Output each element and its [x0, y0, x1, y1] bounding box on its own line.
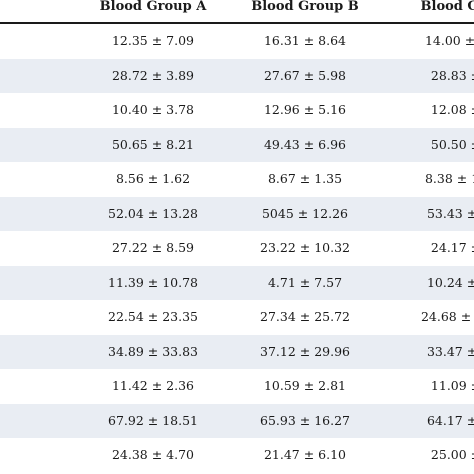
table-cell: 8.67 ± 1.35 [267, 171, 343, 186]
table-cell: 4.71 ± 7.57 [267, 274, 343, 290]
table-cell: 49.43 ± 6.96 [263, 136, 347, 152]
table-row: 52.04 ± 13.28 5045 ± 12.26 53.43 ± 12 [0, 196, 474, 231]
table-cell: 34.89 ± 33.83 [108, 343, 198, 359]
table-row: 12.35 ± 7.09 16.31 ± 8.64 14.00 ± 5.8 [0, 24, 474, 59]
table-cell: 24.68 ± 26.3 [420, 309, 474, 324]
table-row: 22.54 ± 23.35 27.34 ± 25.72 24.68 ± 26.3 [0, 300, 474, 335]
table-cell: 27.67 ± 5.98 [263, 67, 347, 83]
table-cell: 8.56 ± 1.62 [115, 171, 191, 186]
table-cell: 28.72 ± 3.89 [111, 67, 195, 83]
table-row: 67.92 ± 18.51 65.93 ± 16.27 64.17 ± 18 [0, 403, 474, 438]
table-row: 11.39 ± 10.78 4.71 ± 7.57 10.24 ± 10 [0, 265, 474, 300]
table-cell: 28.83 ± 3 [430, 67, 474, 83]
table-cell: 10.59 ± 2.81 [263, 378, 347, 393]
table-cell: 53.43 ± 12 [426, 205, 474, 221]
table-row: 10.40 ± 3.78 12.96 ± 5.16 12.08 ± 4 [0, 93, 474, 128]
header-rule [0, 22, 474, 24]
header-blood-group-a: Blood Group A [99, 0, 207, 14]
table-cell: 12.96 ± 5.16 [263, 102, 347, 117]
table-cell: 25.00 ± 5 [430, 447, 474, 462]
table-cell: 27.34 ± 25.72 [260, 309, 350, 324]
table-cell: 33.47 ± 32 [426, 343, 474, 359]
table-cell: 23.22 ± 10.32 [260, 240, 350, 255]
table-row: 8.56 ± 1.62 8.67 ± 1.35 8.38 ± 1.37 [0, 162, 474, 197]
table-row: 50.65 ± 8.21 49.43 ± 6.96 50.50 ± 7 [0, 127, 474, 162]
table-cell: 67.92 ± 18.51 [108, 412, 198, 428]
table-cell: 50.50 ± 7 [430, 136, 474, 152]
table-cell: 64.17 ± 18 [426, 412, 474, 428]
table-cell: 37.12 ± 29.96 [260, 343, 350, 359]
table-cell: 12.35 ± 7.09 [111, 33, 195, 48]
table-cell: 24.17 ± 8 [430, 240, 474, 255]
table-cell: 50.65 ± 8.21 [111, 136, 195, 152]
table-body: 12.35 ± 7.09 16.31 ± 8.64 14.00 ± 5.8 28.72… [0, 24, 474, 473]
table-cell: 27.22 ± 8.59 [111, 240, 195, 255]
table-cell: 11.42 ± 2.36 [111, 378, 195, 393]
table-cell: 8.38 ± 1.37 [424, 171, 474, 186]
table-row: 27.22 ± 8.59 23.22 ± 10.32 24.17 ± 8 [0, 231, 474, 266]
table-header: Blood Group A Blood Group B Blood Grou [0, 0, 474, 22]
table-cell: 12.08 ± 4 [430, 102, 474, 117]
table-cell: 21.47 ± 6.10 [263, 447, 347, 462]
table-row: 28.72 ± 3.89 27.67 ± 5.98 28.83 ± 3 [0, 58, 474, 93]
table-cell: 10.40 ± 3.78 [111, 102, 195, 117]
table-cell: 65.93 ± 16.27 [260, 412, 350, 428]
header-blood-group-c: Blood Grou [420, 0, 474, 14]
table-cell: 16.31 ± 8.64 [263, 33, 347, 48]
header-blood-group-b: Blood Group B [251, 0, 359, 14]
table-cell: 10.24 ± 10 [426, 274, 474, 290]
table-row: 11.42 ± 2.36 10.59 ± 2.81 11.09 ± 2 [0, 369, 474, 404]
table-cell: 11.39 ± 10.78 [108, 274, 198, 290]
table-row: 34.89 ± 33.83 37.12 ± 29.96 33.47 ± 32 [0, 334, 474, 369]
table-row: 24.38 ± 4.70 21.47 ± 6.10 25.00 ± 5 [0, 438, 474, 473]
table-cell: 24.38 ± 4.70 [111, 447, 195, 462]
table-cell: 14.00 ± 5.8 [424, 33, 474, 48]
table-cell: 11.09 ± 2 [430, 378, 474, 393]
table-cell: 5045 ± 12.26 [261, 205, 349, 221]
table-cell: 52.04 ± 13.28 [108, 205, 198, 221]
table-cell: 22.54 ± 23.35 [108, 309, 198, 324]
